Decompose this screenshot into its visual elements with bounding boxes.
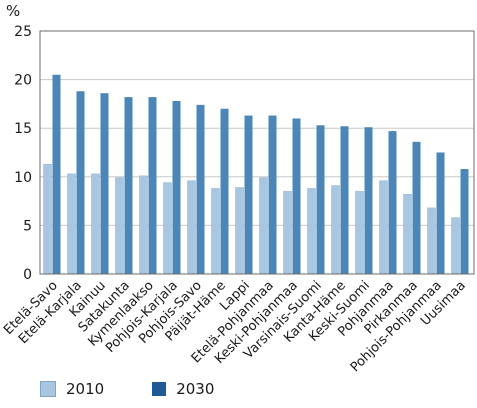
bars [43, 74, 469, 275]
legend-item-2010: 2010 [40, 380, 104, 398]
y-tick-label: 5 [23, 218, 32, 234]
bar-2030 [148, 97, 157, 274]
bar-2010 [403, 194, 412, 275]
y-tick-label: 20 [14, 73, 32, 89]
legend: 2010 2030 [40, 380, 214, 398]
bar-2030 [172, 100, 181, 274]
bar-2010 [187, 180, 196, 275]
y-tick-labels: 0 5 10 15 20 25 [14, 24, 32, 283]
bar-2010 [235, 187, 244, 275]
bar-2010 [331, 185, 340, 275]
bar-2010 [355, 191, 364, 275]
bar-2030 [460, 169, 469, 274]
bar-2030 [220, 108, 229, 274]
legend-swatch-2030 [152, 382, 167, 396]
bar-2030 [412, 141, 421, 274]
bar-2030 [316, 125, 325, 274]
bar-2010 [451, 217, 460, 275]
bar-2030 [292, 118, 301, 274]
bar-2010 [211, 188, 220, 275]
bar-2030 [52, 74, 61, 275]
bar-2010 [91, 173, 100, 275]
bar-2010 [67, 173, 76, 275]
legend-label-2030: 2030 [176, 380, 215, 398]
bar-2010 [139, 175, 148, 275]
bar-2010 [115, 177, 124, 275]
bar-2010 [307, 188, 316, 275]
y-tick-label: 10 [14, 170, 32, 186]
y-tick-label: 15 [14, 121, 32, 137]
x-tick-labels: Etelä-SavoEtelä-KarjalaKainuuSatakuntaKy… [1, 278, 469, 375]
gridlines [40, 79, 474, 226]
legend-swatch-2010 [40, 381, 56, 397]
bar-2030 [196, 104, 205, 274]
bar-2030 [76, 91, 85, 274]
y-tick-label: 0 [23, 267, 32, 283]
bar-2010 [283, 191, 292, 275]
bar-2030 [364, 127, 373, 274]
bar-2030 [124, 97, 133, 274]
bar-2010 [259, 177, 268, 275]
bar-2010 [163, 182, 172, 275]
y-unit-label: % [6, 2, 20, 20]
bar-2030 [388, 131, 397, 274]
bar-2010 [427, 207, 436, 275]
legend-label-2010: 2010 [66, 380, 105, 398]
legend-item-2030: 2030 [152, 380, 214, 398]
bar-2030 [100, 93, 109, 274]
bar-2030 [244, 115, 253, 275]
plot-frame [39, 30, 475, 275]
bar-2030 [436, 152, 445, 274]
bar-2010 [379, 180, 388, 275]
bar-2010 [43, 163, 52, 275]
bar-2030 [340, 126, 349, 274]
bar-2030 [268, 115, 277, 275]
y-tick-label: 25 [14, 24, 32, 40]
